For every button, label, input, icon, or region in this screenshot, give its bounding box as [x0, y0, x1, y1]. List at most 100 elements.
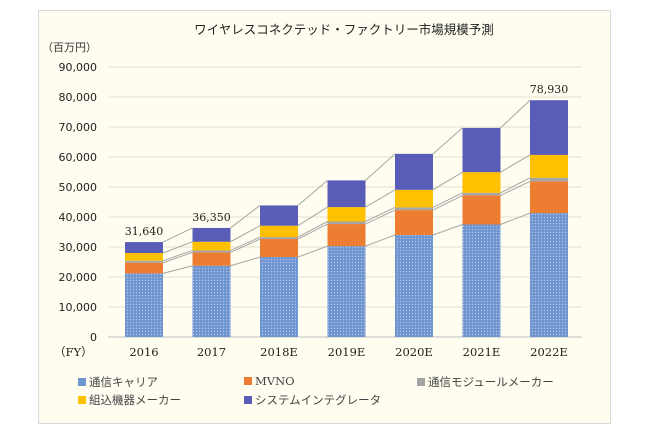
data-label: 78,930 — [530, 83, 569, 96]
bar-segment-3 — [125, 253, 163, 261]
series-line — [500, 99, 531, 129]
y-tick-label: 10,000 — [59, 301, 98, 314]
series-line — [297, 223, 328, 240]
series-line — [500, 177, 531, 194]
legend-item: MVNO — [244, 374, 295, 388]
bar-segment-2 — [125, 260, 163, 263]
legend-swatch — [244, 396, 252, 404]
series-line — [230, 238, 261, 253]
bar-segment-0 — [462, 224, 501, 337]
series-line — [297, 245, 328, 258]
series-line — [500, 180, 531, 196]
bar-segment-3 — [462, 172, 501, 193]
legend-item: 組込機器メーカー — [78, 392, 181, 408]
bar-segment-4 — [327, 180, 366, 208]
chart-title: ワイヤレスコネクテッド・ファクトリー市場規模予測 — [194, 22, 494, 37]
bar-segment-2 — [395, 207, 433, 211]
series-line — [365, 189, 396, 208]
series-line — [162, 227, 193, 243]
x-tick-label: 2017 — [197, 345, 226, 359]
series-line — [365, 209, 396, 225]
bar-segment-3 — [327, 207, 366, 222]
legend-item: 通信モジュールメーカー — [417, 374, 554, 390]
data-label: 31,640 — [125, 225, 164, 238]
series-line — [297, 206, 328, 227]
x-tick-label: 2020E — [395, 345, 433, 359]
legend-label: MVNO — [255, 374, 295, 388]
legend-item: システムインテグレータ — [244, 392, 381, 408]
series-line — [432, 224, 463, 236]
bar-segment-0 — [395, 235, 433, 337]
series-line — [297, 180, 328, 206]
bar-segment-0 — [327, 246, 366, 337]
legend-item: 通信キャリア — [78, 374, 158, 390]
bar-segment-4 — [125, 242, 163, 253]
series-line — [230, 205, 261, 229]
legend-label: 組込機器メーカー — [89, 393, 181, 407]
y-tick-label: 70,000 — [59, 121, 98, 134]
series-line — [500, 154, 531, 173]
bar-segment-3 — [395, 189, 433, 208]
series-line — [162, 249, 193, 262]
y-tick-label: 60,000 — [59, 151, 98, 164]
y-tick-label: 50,000 — [59, 181, 98, 194]
bar-segment-3 — [260, 225, 298, 238]
bar-segment-1 — [462, 195, 501, 225]
y-tick-label: 0 — [90, 331, 97, 344]
legend-label: 通信モジュールメーカー — [428, 375, 554, 389]
x-tick-label: 2018E — [260, 345, 298, 359]
legend-label: システムインテグレータ — [255, 393, 382, 407]
series-line — [432, 127, 463, 155]
legend-swatch — [417, 378, 425, 386]
bar-segment-4 — [462, 127, 501, 173]
y-tick-label: 20,000 — [59, 271, 98, 284]
legend-label: 通信キャリア — [89, 375, 158, 389]
y-tick-label: 40,000 — [59, 211, 98, 224]
bar-segment-3 — [192, 241, 231, 251]
legend-swatch — [244, 377, 252, 385]
bar-segment-4 — [192, 227, 231, 242]
bar-segment-4 — [530, 100, 568, 155]
series-line — [432, 194, 463, 211]
series-line — [432, 171, 463, 191]
bar-segment-1 — [260, 239, 298, 258]
bar-segment-1 — [530, 181, 568, 214]
x-axis-label: （FY） — [54, 345, 93, 359]
legend-swatch — [78, 396, 86, 404]
bar-segment-2 — [260, 237, 298, 240]
series-line — [365, 234, 396, 247]
x-tick-label: 2021E — [463, 345, 501, 359]
series-line — [162, 251, 193, 264]
x-tick-label: 2019E — [328, 345, 366, 359]
series-line — [162, 241, 193, 254]
bar-segment-0 — [260, 257, 298, 337]
series-line — [162, 265, 193, 274]
series-line — [365, 153, 396, 181]
bar-segment-0 — [192, 265, 231, 337]
bar-segment-3 — [530, 154, 568, 178]
bar-segment-4 — [260, 205, 298, 226]
series-line — [500, 212, 531, 225]
x-tick-label: 2022E — [530, 345, 568, 359]
bar-segment-0 — [530, 213, 568, 337]
bar-segment-1 — [125, 262, 163, 274]
series-line — [365, 206, 396, 222]
series-line — [230, 225, 261, 243]
bar-segment-2 — [192, 250, 231, 253]
y-tick-label: 90,000 — [59, 61, 98, 74]
legend-swatch — [78, 378, 86, 386]
bar-segment-1 — [395, 210, 433, 235]
bar-segment-2 — [530, 177, 568, 182]
bar-segment-1 — [327, 224, 366, 247]
y-tick-label: 30,000 — [59, 241, 98, 254]
bar-segment-2 — [462, 192, 501, 196]
y-axis-unit-label: （百万円） — [42, 41, 97, 54]
bar-segment-4 — [395, 153, 433, 190]
data-label: 36,350 — [192, 211, 231, 224]
y-tick-label: 80,000 — [59, 91, 98, 104]
bar-segment-2 — [327, 221, 366, 225]
series-line — [230, 256, 261, 267]
series-line — [297, 221, 328, 238]
series-line — [432, 192, 463, 208]
